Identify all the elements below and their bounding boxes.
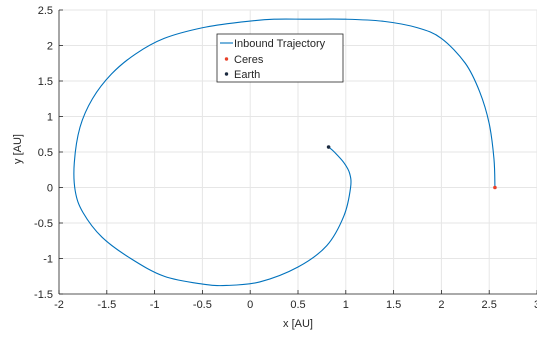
x-tick-label: 1 xyxy=(343,299,349,311)
axes xyxy=(58,9,537,295)
y-tick-label: -0.5 xyxy=(34,218,53,230)
x-tick-label: 2 xyxy=(438,299,444,311)
x-tick-label: 3 xyxy=(534,299,537,311)
y-tick-label: -1 xyxy=(43,254,53,266)
x-tick-label: 0.5 xyxy=(290,299,305,311)
x-tick-label: -1 xyxy=(150,299,160,311)
x-tick-label: -1.5 xyxy=(97,299,116,311)
series xyxy=(73,18,497,287)
legend-box xyxy=(216,33,344,83)
legend-marker-ceres xyxy=(224,57,229,61)
tick-labels: -2-1.5-1-0.500.511.522.53-1.5-1-0.500.51… xyxy=(34,5,537,311)
x-tick-label: 2.5 xyxy=(482,299,497,311)
y-tick-label: 1.5 xyxy=(38,76,53,88)
y-tick-label: 0 xyxy=(47,183,53,195)
ceres-point xyxy=(493,185,497,190)
x-tick-label: 0 xyxy=(247,299,253,311)
x-tick-label: 1.5 xyxy=(386,299,401,311)
x-tick-label: -2 xyxy=(54,299,64,311)
inbound-trajectory-line xyxy=(73,18,496,287)
legend-label-inbound-trajectory: Inbound Trajectory xyxy=(234,38,326,50)
x-axis-label: x [AU] xyxy=(283,318,313,330)
legend-label-earth: Earth xyxy=(234,69,260,81)
earth-point xyxy=(326,145,331,149)
y-tick-label: -1.5 xyxy=(34,289,53,301)
legend-marker-earth xyxy=(224,72,229,76)
y-axis-label: y [AU] xyxy=(12,134,24,164)
y-tick-label: 0.5 xyxy=(38,147,53,159)
y-tick-label: 1 xyxy=(47,112,53,124)
legend-label-ceres: Ceres xyxy=(234,54,264,66)
x-tick-label: -0.5 xyxy=(193,299,212,311)
y-tick-label: 2 xyxy=(47,41,53,53)
y-tick-label: 2.5 xyxy=(38,5,53,17)
legend: Inbound Trajectory Ceres Earth xyxy=(216,33,344,83)
